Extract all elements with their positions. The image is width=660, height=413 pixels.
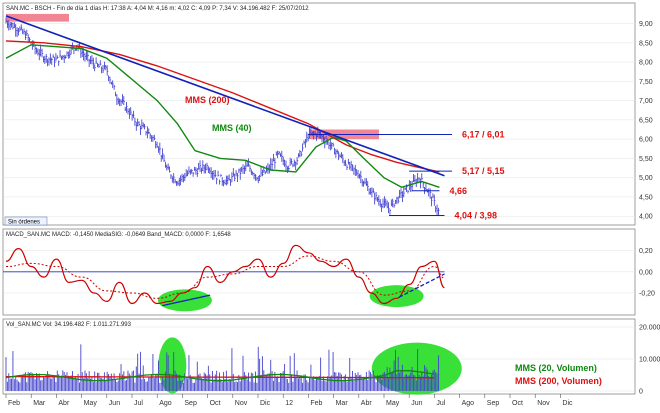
x-axis-month-label: Dic xyxy=(260,400,271,407)
macd-trendline xyxy=(162,294,211,307)
price-y-tick-label: 9,00 xyxy=(639,21,653,28)
price-y-tick-label: 8,50 xyxy=(639,40,653,47)
x-axis-month-label: Jun xyxy=(109,400,120,407)
line-mms40 xyxy=(5,44,440,189)
price-trendline xyxy=(5,15,445,177)
price-y-tick-label: 5,50 xyxy=(639,156,653,163)
x-axis-month-label: Sep xyxy=(487,400,500,407)
level-label: 4,04 / 3,98 xyxy=(454,210,497,220)
x-axis-month-label: Jul xyxy=(134,400,143,407)
macd-line xyxy=(5,244,445,305)
price-header: SAN.MC - BSCH - Fin de día 1 días H: 17:… xyxy=(6,6,309,12)
sin-ordenes-button[interactable]: Sin órdenes xyxy=(4,216,48,226)
volume-mms200-line xyxy=(6,375,435,379)
macd-y-tick-label: -0,20 xyxy=(639,290,655,297)
macd-y-tick-label: 0,00 xyxy=(639,269,653,276)
x-axis-month-label: May xyxy=(84,400,98,407)
annotation-mms40: MMS (40) xyxy=(212,123,252,133)
x-axis-month-label: Sep xyxy=(184,400,197,407)
x-axis-month-label: Ago xyxy=(462,400,475,407)
legend-vol-mms200: MMS (200, Volumen) xyxy=(515,376,602,386)
price-panel-frame xyxy=(2,2,636,226)
x-axis-month-label: 12 xyxy=(285,400,293,407)
x-axis-month-label: Nov xyxy=(537,400,550,407)
volume-y-tick-label: 20.000 xyxy=(639,325,660,332)
price-y-tick-label: 8,00 xyxy=(639,60,653,67)
x-axis-month-label: Dic xyxy=(562,400,573,407)
x-axis-month-label: May xyxy=(386,400,400,407)
sin-ordenes-label: Sin órdenes xyxy=(8,220,40,226)
volume-mms20-line xyxy=(5,369,435,382)
volume-y-tick-label: 10.000 xyxy=(639,357,660,364)
resistance-zone-top xyxy=(6,13,69,22)
x-axis-month-label: Abr xyxy=(58,400,70,407)
level-label: 6,17 / 6,01 xyxy=(462,130,505,140)
price-y-tick-label: 7,00 xyxy=(639,98,653,105)
price-y-tick-label: 4,50 xyxy=(639,194,653,201)
annotation-mms200: MMS (200) xyxy=(185,95,230,105)
macd-header: MACD_SAN.MC MACD: -0,1450 MediaSIG: -0,0… xyxy=(6,232,231,238)
macd-plot: 0,20 0,00 -0,20 xyxy=(3,244,655,312)
volume-y-tick-label: 0 xyxy=(639,389,643,396)
x-axis-month-label: Oct xyxy=(512,400,523,407)
x-axis-month-label: Nov xyxy=(235,400,248,407)
x-axis-month-label: Feb xyxy=(8,400,20,407)
legend-vol-mms20: MMS (20, Volumen) xyxy=(515,363,597,373)
x-axis-month-label: Feb xyxy=(310,400,322,407)
x-axis-month-label: Abr xyxy=(361,400,373,407)
volume-header: Vol_SAN.MC Vol: 34.196.482 F: 1.011.271.… xyxy=(6,322,132,328)
volume-plot: 20.000 10.000 0 xyxy=(3,325,660,396)
macd-signal-line xyxy=(5,255,445,299)
level-label: 5,17 / 5,15 xyxy=(462,166,505,176)
price-y-tick-label: 7,50 xyxy=(639,79,653,86)
price-plot: 9,00 8,50 8,00 7,50 7,00 6,50 6,00 5,50 5,00 4,50… xyxy=(3,13,653,221)
price-y-tick-label: 5,00 xyxy=(639,175,653,182)
level-label: 4,66 xyxy=(449,186,467,196)
x-axis-month-label: Oct xyxy=(210,400,221,407)
price-y-tick-label: 4,00 xyxy=(639,214,653,221)
macd-y-tick-label: 0,20 xyxy=(639,248,653,255)
macd-highlight-ellipse xyxy=(369,285,424,308)
price-y-tick-label: 6,00 xyxy=(639,137,653,144)
x-axis-month-label: Jun xyxy=(411,400,422,407)
price-y-tick-label: 6,50 xyxy=(639,117,653,124)
x-axis: Feb Mar Abr May Jun Jul Ago Sep Oct Nov Dic 12 Feb Ma… xyxy=(5,394,573,407)
x-axis-month-label: Mar xyxy=(336,400,349,407)
volume-highlight-ellipse xyxy=(371,342,462,395)
line-mms200 xyxy=(5,40,440,173)
macd-trendline xyxy=(398,273,445,298)
x-axis-month-label: Mar xyxy=(33,400,46,407)
x-axis-month-label: Jul xyxy=(436,400,445,407)
x-axis-month-label: Ago xyxy=(159,400,172,407)
